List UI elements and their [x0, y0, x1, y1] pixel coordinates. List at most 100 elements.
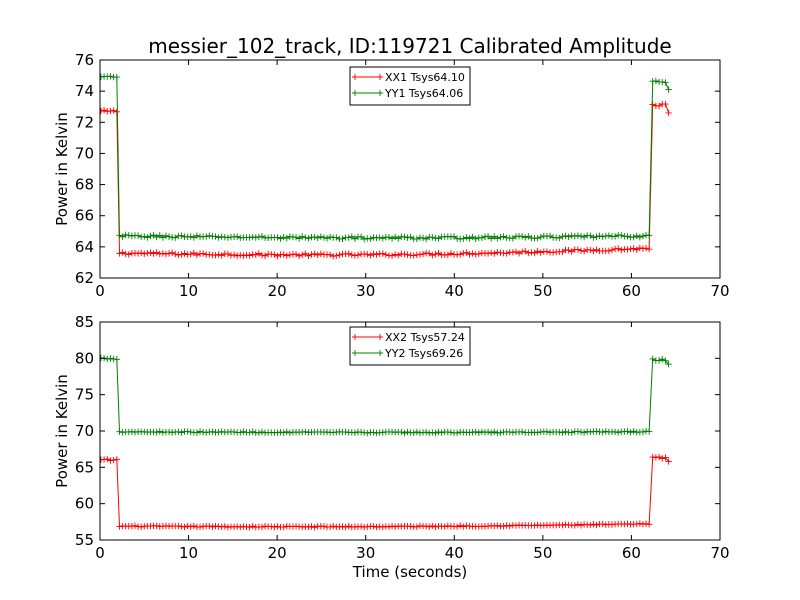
data-point-xx1-8: [122, 250, 129, 258]
data-point-xx2-94: [388, 522, 396, 530]
data-point-yy1-41: [224, 234, 232, 241]
data-point-xx1-25: [175, 251, 182, 259]
data-point-yy2-109: [435, 428, 442, 436]
y-tick-label: 55: [75, 531, 94, 549]
data-point-yy2-152: [568, 429, 575, 436]
data-point-yy2-10: [128, 428, 136, 435]
data-point-yy1-58: [277, 235, 284, 242]
data-point-xx1-48: [246, 252, 253, 259]
data-point-yy1-117: [460, 235, 467, 242]
data-point-xx1-39: [218, 252, 225, 259]
data-point-xx2-88: [370, 523, 377, 530]
data-point-xx1-136: [518, 248, 526, 255]
data-point-xx1-142: [537, 249, 544, 256]
data-point-yy1-104: [419, 234, 427, 242]
data-point-xx1-116: [457, 251, 464, 258]
data-point-xx2-149: [559, 521, 566, 529]
data-point-yy2-82: [351, 429, 359, 436]
data-point-yy2-166: [611, 428, 619, 436]
data-point-xx2-45: [237, 523, 244, 531]
y-tick-label: 66: [75, 207, 94, 225]
data-point-xx1-44: [233, 252, 241, 259]
data-point-xx1-68: [308, 251, 315, 258]
data-point-yy1-118: [463, 234, 470, 241]
data-point-yy2-115: [453, 429, 461, 437]
x-tick-label: 0: [95, 544, 105, 562]
data-point-xx1-56: [271, 251, 278, 258]
data-point-xx1-12: [134, 250, 142, 257]
data-point-xx1-31: [193, 251, 201, 259]
data-point-xx1-38: [215, 251, 222, 258]
top-panel: 0 10 20 30 40 50 60 70 62 64 66 68 70 72 74 76 Power in …: [53, 51, 730, 300]
data-point-yy1-37: [212, 233, 219, 240]
data-point-yy2-52: [258, 428, 266, 436]
data-point-xx1-155: [577, 247, 585, 254]
data-point-yy2-98: [401, 429, 408, 437]
data-point-yy2-36: [209, 428, 216, 435]
legend-box: [349, 326, 471, 366]
data-point-xx1-24: [172, 250, 179, 258]
x-tick-label: 30: [356, 544, 375, 562]
data-point-xx2-95: [391, 523, 399, 530]
data-point-xx2-39: [218, 523, 225, 531]
series-line-xx1: [100, 103, 670, 257]
data-point-xx2-80: [345, 523, 352, 530]
data-point-yy1-50: [252, 234, 259, 241]
data-point-yy1-57: [274, 234, 281, 241]
data-point-xx1-140: [531, 249, 538, 257]
legend-marker: [352, 74, 358, 80]
data-point-xx1-42: [227, 252, 235, 259]
data-point-xx2-52: [258, 523, 266, 531]
data-point-yy2-178: [649, 355, 656, 363]
data-point-yy1-34: [203, 233, 210, 240]
data-point-yy1-65: [299, 233, 306, 240]
data-point-xx2-29: [187, 523, 194, 530]
data-point-yy1-70: [314, 234, 321, 242]
data-point-yy1-154: [574, 232, 582, 239]
data-point-yy1-9: [125, 232, 132, 239]
data-point-xx2-75: [330, 523, 337, 530]
data-point-xx2-134: [512, 522, 520, 529]
legend: XX2 Tsys57.24 YY2 Tsys69.26: [349, 326, 471, 366]
data-point-xx1-89: [373, 251, 380, 258]
data-point-yy2-88: [370, 429, 377, 436]
data-point-xx1-92: [382, 251, 390, 258]
data-point-xx1-119: [466, 251, 473, 258]
data-point-yy1-174: [636, 233, 644, 241]
data-point-yy1-123: [478, 234, 486, 242]
data-point-xx2-106: [426, 523, 433, 530]
y-tick-label: 65: [75, 458, 94, 476]
data-point-xx1-182: [662, 100, 669, 108]
data-point-yy1-29: [187, 233, 194, 240]
data-point-xx1-91: [379, 250, 386, 257]
legend-label: YY1 Tsys64.06: [384, 87, 463, 100]
data-point-xx1-109: [435, 250, 442, 257]
data-point-yy1-52: [258, 233, 266, 240]
data-point-xx1-65: [299, 251, 306, 259]
data-point-xx1-125: [484, 250, 492, 257]
data-point-yy2-108: [432, 429, 439, 437]
x-axis-label: Time (seconds): [352, 563, 468, 581]
data-point-yy1-93: [385, 233, 393, 241]
data-point-yy1-6: [116, 232, 123, 239]
data-point-yy2-32: [196, 428, 204, 435]
data-point-xx1-151: [565, 247, 572, 254]
data-point-yy2-101: [410, 429, 417, 436]
data-point-yy1-60: [283, 235, 290, 242]
y-tick-label: 60: [75, 495, 94, 513]
data-point-xx1-88: [370, 250, 377, 258]
data-point-yy2-127: [491, 428, 498, 435]
y-tick-label: 70: [75, 144, 94, 162]
data-point-yy2-156: [580, 429, 588, 436]
data-point-xx2-132: [506, 522, 513, 530]
y-axis-label: Power in Kelvin: [53, 374, 71, 488]
data-point-yy1-66: [302, 234, 309, 241]
data-point-xx2-32: [196, 523, 204, 531]
data-point-xx2-48: [246, 523, 253, 531]
data-point-xx2-173: [633, 520, 640, 528]
data-point-yy2-6: [116, 428, 123, 435]
data-point-xx2-125: [484, 523, 492, 530]
data-point-xx2-74: [326, 523, 334, 531]
y-tick-label: 76: [75, 51, 94, 69]
data-point-xx1-133: [509, 249, 517, 256]
